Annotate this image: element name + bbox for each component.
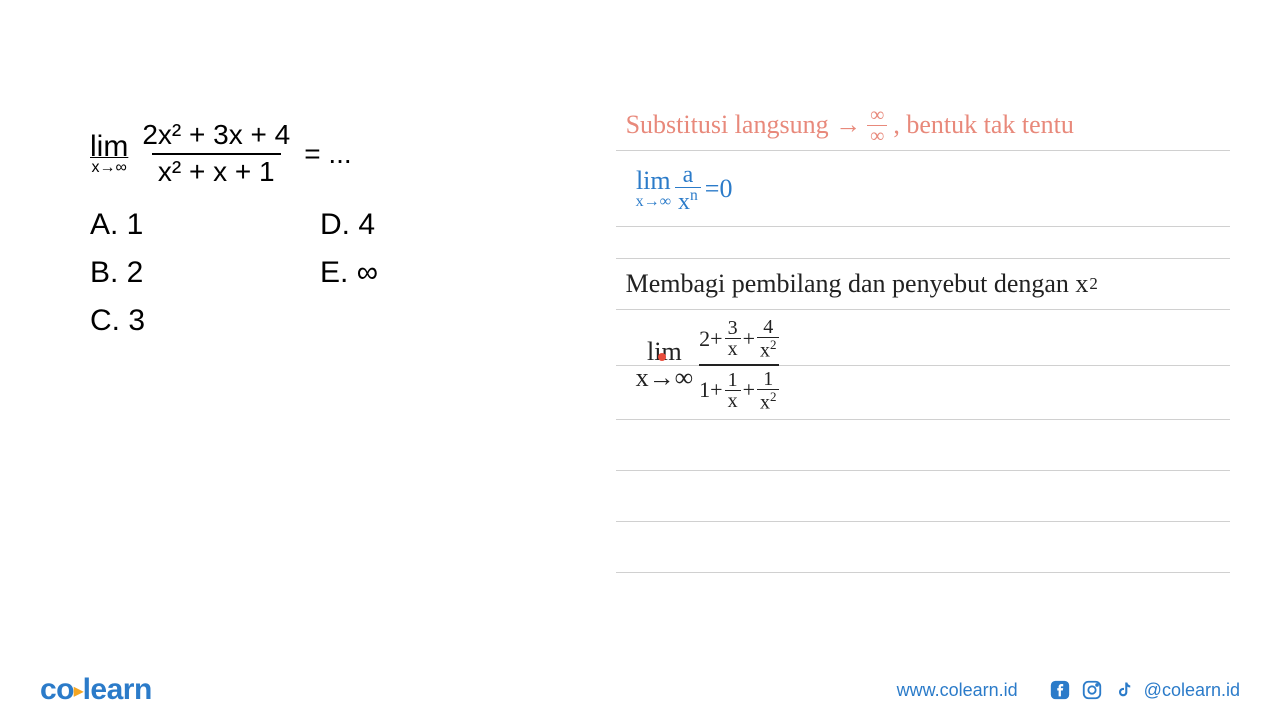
social-handle: @colearn.id <box>1144 680 1240 701</box>
work-expression: lim x→∞ 2+ 3 x + 4 <box>626 317 780 412</box>
divide-exp: 2 <box>1089 274 1097 294</box>
work-num: 2+ 3 x + 4 x2 <box>699 317 779 364</box>
work-panel: Substitusi langsung → ∞ ∞ , bentuk tak t… <box>616 40 1250 640</box>
line-1: Substitusi langsung → ∞ ∞ , bentuk tak t… <box>616 100 1230 151</box>
denominator: x² + x + 1 <box>152 153 281 188</box>
limit-rule: lim x→∞ a xn =0 <box>626 163 733 214</box>
footer-url: www.colearn.id <box>897 680 1018 701</box>
main-fraction: 2x² + 3x + 4 x² + x + 1 <box>136 120 296 188</box>
line-9 <box>616 522 1230 573</box>
lim-subscript: x→∞ <box>91 160 126 176</box>
logo-dot: ▸ <box>74 681 83 701</box>
lim-label: lim <box>90 132 128 162</box>
facebook-icon <box>1048 678 1072 702</box>
infinity-fraction: ∞ ∞ <box>867 105 887 146</box>
problem-panel: lim x→∞ 2x² + 3x + 4 x² + x + 1 = ... A.… <box>30 40 616 640</box>
limit-expression: lim x→∞ 2x² + 3x + 4 x² + x + 1 = ... <box>90 120 596 188</box>
line-5-6: lim x→∞ 2+ 3 x + 4 <box>616 310 1230 420</box>
work-lim-sub: x→∞ <box>636 365 694 391</box>
work-den: 1+ 1 x + 1 x2 <box>699 364 779 413</box>
work-fraction: 2+ 3 x + 4 x2 1+ <box>699 317 779 412</box>
cursor-dot <box>658 353 666 361</box>
line-3-gap <box>616 227 1230 259</box>
numerator: 2x² + 3x + 4 <box>136 120 296 153</box>
tiktok-icon <box>1112 678 1136 702</box>
option-c: C. 3 <box>90 304 320 338</box>
option-e: E. ∞ <box>320 256 460 290</box>
colearn-logo: co▸learn <box>40 673 152 707</box>
logo-learn: learn <box>83 673 152 706</box>
work-lim-block: lim x→∞ <box>636 339 694 391</box>
divide-note: Membagi pembilang dan penyebut dengan x2 <box>626 269 1098 299</box>
sub-suffix: , bentuk tak tentu <box>893 110 1074 140</box>
inf-den: ∞ <box>867 125 887 146</box>
answer-options: A. 1 D. 4 B. 2 E. ∞ C. 3 <box>90 208 596 338</box>
rule-den: xn <box>675 187 701 214</box>
equals-dots: = ... <box>304 138 351 170</box>
line-8 <box>616 471 1230 522</box>
line-7 <box>616 420 1230 471</box>
divide-text: Membagi pembilang dan penyebut dengan x <box>626 269 1089 299</box>
work-lim-label: lim <box>647 339 682 365</box>
rule-lim-sub: x→∞ <box>636 194 671 210</box>
footer: co▸learn www.colearn.id @colearn.id <box>0 660 1280 720</box>
lim-operator: lim x→∞ <box>90 132 128 176</box>
instagram-icon <box>1080 678 1104 702</box>
substitution-note: Substitusi langsung → ∞ ∞ , bentuk tak t… <box>626 105 1074 146</box>
inf-num: ∞ <box>867 105 887 125</box>
rule-fraction: a xn <box>675 163 701 214</box>
logo-co: co <box>40 673 74 706</box>
rule-lim-block: lim x→∞ <box>636 168 671 210</box>
social-icons: @colearn.id <box>1048 678 1240 702</box>
rule-num: a <box>680 163 697 187</box>
rule-lim-label: lim <box>636 168 671 194</box>
footer-right: www.colearn.id @colearn.id <box>897 678 1240 702</box>
rule-equals: =0 <box>705 174 733 204</box>
option-d: D. 4 <box>320 208 460 242</box>
option-a: A. 1 <box>90 208 320 242</box>
line-4: Membagi pembilang dan penyebut dengan x2 <box>616 259 1230 310</box>
line-2: lim x→∞ a xn =0 <box>616 151 1230 227</box>
lined-paper: Substitusi langsung → ∞ ∞ , bentuk tak t… <box>616 100 1230 573</box>
sub-prefix: Substitusi langsung → <box>626 110 861 140</box>
option-b: B. 2 <box>90 256 320 290</box>
